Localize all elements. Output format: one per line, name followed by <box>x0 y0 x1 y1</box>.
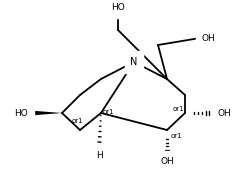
Text: OH: OH <box>160 157 174 166</box>
Text: N: N <box>130 57 138 67</box>
Text: OH: OH <box>217 109 231 117</box>
Text: HO: HO <box>111 3 125 12</box>
Polygon shape <box>30 110 62 116</box>
Text: or1: or1 <box>173 106 185 112</box>
Text: or1: or1 <box>171 133 183 139</box>
Text: or1: or1 <box>72 118 84 124</box>
Text: H: H <box>96 151 102 160</box>
Text: OH: OH <box>202 34 216 42</box>
Text: or1: or1 <box>103 109 115 115</box>
Text: HO: HO <box>14 109 28 117</box>
